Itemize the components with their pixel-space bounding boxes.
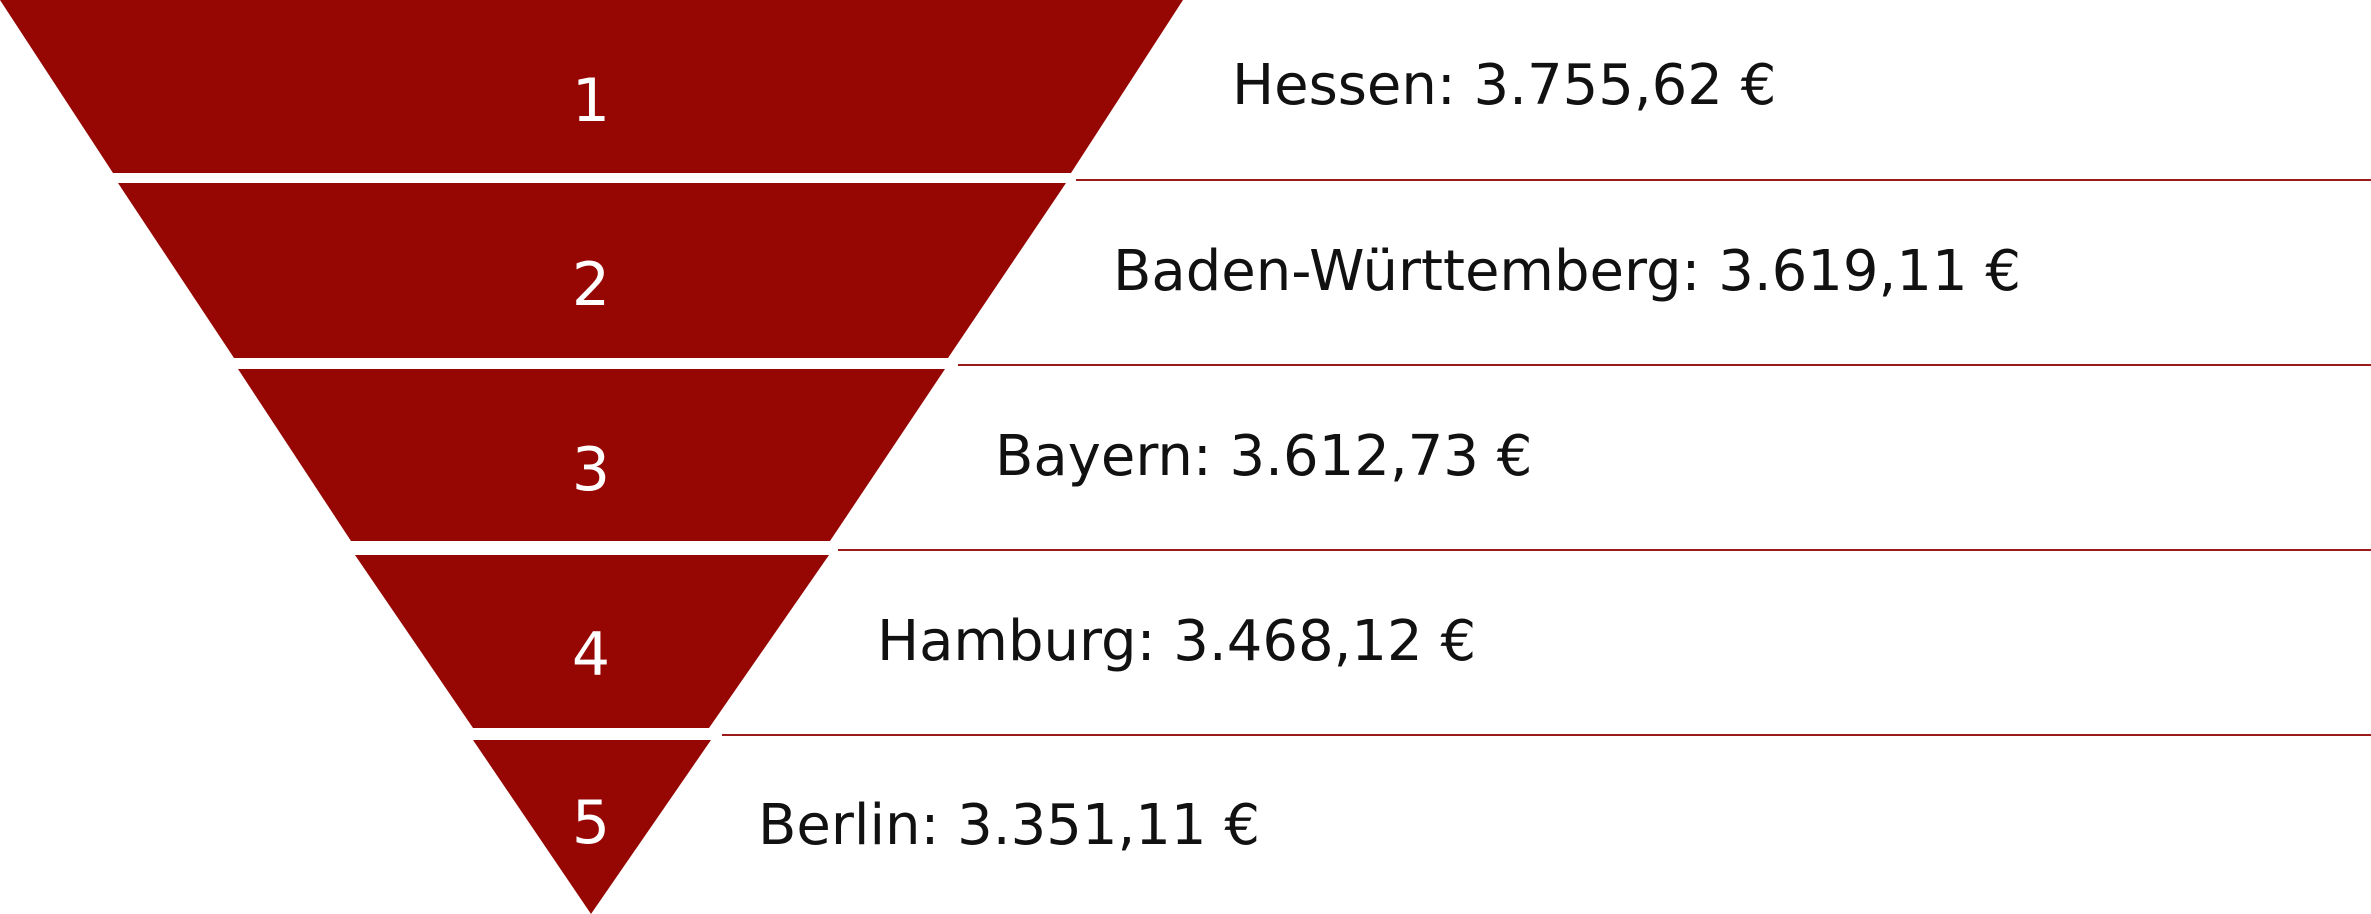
rank-number-5: 5 <box>572 788 610 858</box>
entry-label-1: Hessen: 3.755,62 € <box>1232 53 1776 118</box>
rank-number-3: 3 <box>572 435 610 505</box>
funnel-level-4: 4 <box>355 555 829 728</box>
entry-label-4: Hamburg: 3.468,12 € <box>877 609 1476 674</box>
funnel-level-2: 2 <box>118 183 1066 358</box>
funnel-segment-2 <box>118 183 1066 358</box>
entry-label-2: Baden-Württemberg: 3.619,11 € <box>1113 239 2021 304</box>
rank-number-4: 4 <box>572 620 610 690</box>
funnel-level-1: 1 <box>0 0 1183 173</box>
funnel-segment-1 <box>0 0 1183 173</box>
funnel-level-5: 5 <box>473 740 711 914</box>
entry-label-5: Berlin: 3.351,11 € <box>758 793 1260 858</box>
rank-number-2: 2 <box>572 250 610 320</box>
funnel-segment-5 <box>473 740 711 914</box>
funnel-level-3: 3 <box>238 369 945 541</box>
rank-number-1: 1 <box>572 66 610 136</box>
entry-label-3: Bayern: 3.612,73 € <box>995 424 1532 489</box>
funnel-segment-4 <box>355 555 829 728</box>
funnel-segment-3 <box>238 369 945 541</box>
